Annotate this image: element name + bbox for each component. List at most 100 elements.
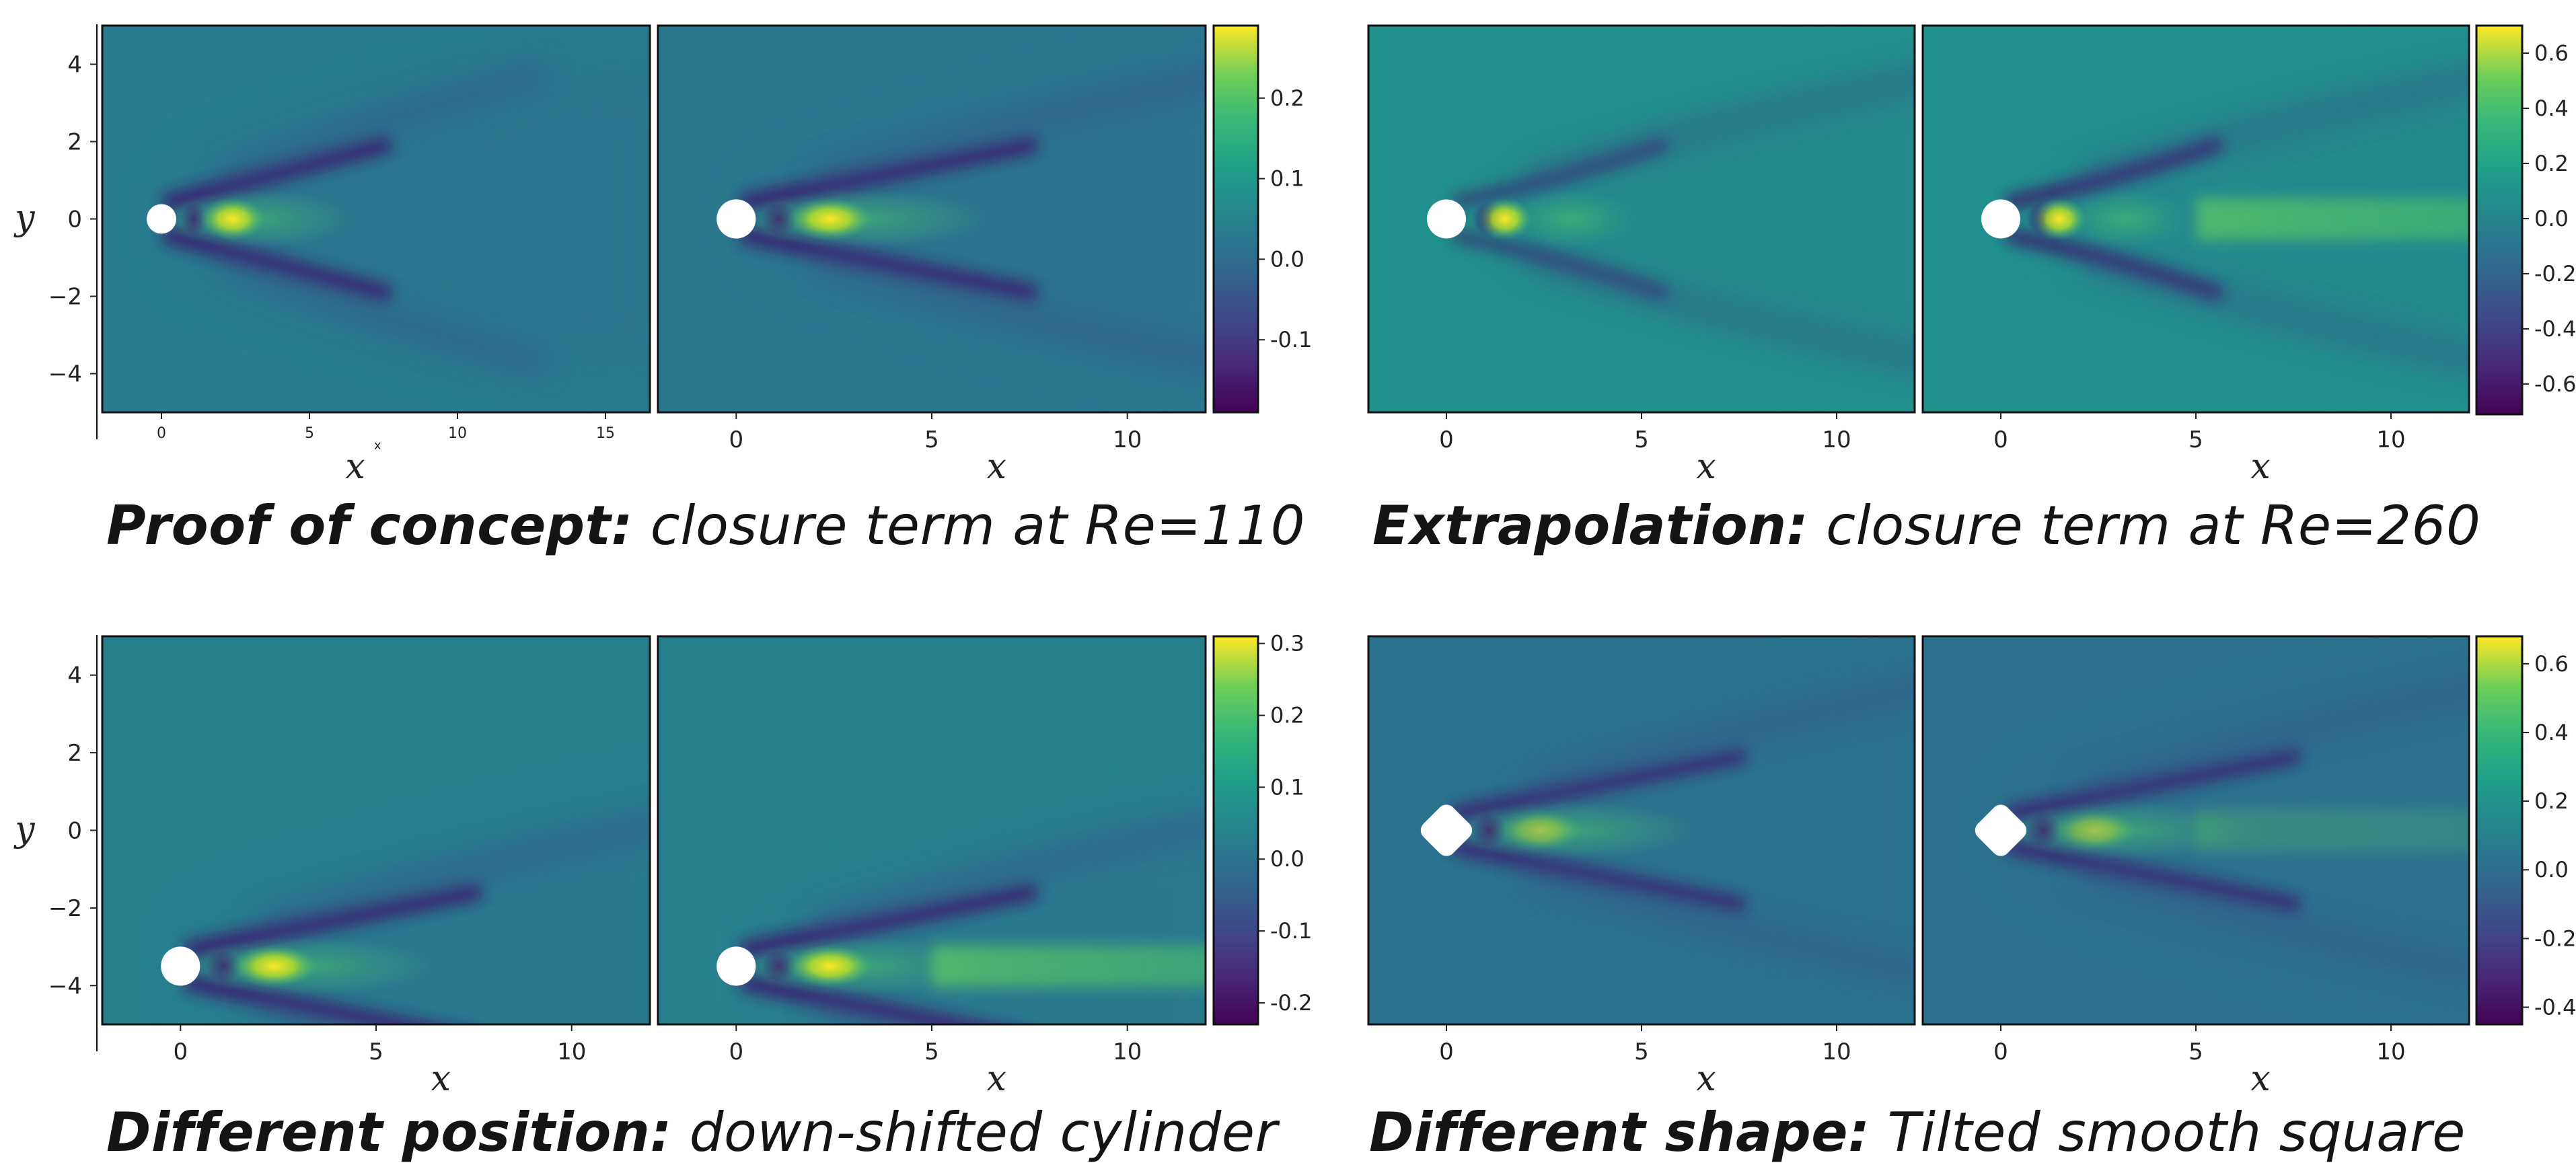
x-tick-label: 10	[1113, 426, 1142, 453]
caption-italic: closure term at Re=260	[1826, 494, 2481, 557]
colorbar-tick-label: 0.6	[2534, 651, 2569, 677]
colorbar-tick-label: -0.2	[1270, 990, 1312, 1016]
wake-glow	[1508, 190, 1634, 248]
heatmap-panel-1: 0 5 10 x	[1367, 24, 1916, 487]
colorbar: 0.6 0.4 0.2 0.0 -0.2 -0.4	[2475, 635, 2576, 1026]
shear-tail	[811, 816, 1206, 938]
shear-layer	[2005, 749, 2301, 821]
colorbar-tick-label: 0.3	[1270, 631, 1304, 656]
shear-tail	[1521, 680, 1915, 802]
heatmap-field	[102, 636, 650, 1024]
y-tick-label: 4	[67, 663, 82, 689]
shear-tail	[256, 995, 359, 1024]
x-tick-label: 10	[1822, 426, 1851, 453]
caption-italic: Tilted smooth square	[1887, 1101, 2466, 1164]
heatmap-field	[1923, 26, 2469, 412]
x-tick-label: 0	[1993, 426, 2008, 453]
x-tick-label: 0	[729, 1039, 743, 1065]
colorbar-tick-label: 0.2	[1270, 703, 1304, 728]
colorbar-tick-label: 0.0	[1270, 846, 1304, 872]
panel-frame	[101, 24, 651, 414]
shear-layer	[183, 975, 441, 1024]
shear-layer	[161, 137, 392, 211]
cylinder-obstacle	[716, 946, 756, 986]
colorbar-tick-label: 0.4	[2534, 96, 2569, 121]
heatmap-field	[658, 636, 1206, 1024]
downstream-streak	[2196, 808, 2469, 852]
colorbar-tick-label: 0.0	[1270, 246, 1304, 272]
shear-tail	[2075, 248, 2469, 369]
shear-layer	[739, 883, 1039, 958]
shear-tail	[2075, 680, 2469, 802]
x-tick-label: 5	[924, 426, 939, 453]
x-axis-label: x	[2250, 447, 2270, 487]
cylinder-obstacle	[161, 946, 200, 986]
colorbar-gradient	[2475, 24, 2524, 416]
colorbar-tick-label: -0.1	[1270, 918, 1312, 944]
heatmap-panel-2: 0 5 10 x	[657, 24, 1207, 487]
x-tick-label: 10	[2376, 426, 2405, 453]
wake-core	[1477, 197, 1533, 241]
shear-layer	[739, 227, 1039, 301]
caption-bold: Extrapolation:	[1372, 494, 1809, 557]
shear-layer	[739, 137, 1039, 211]
x-tick-label: 0	[729, 426, 743, 453]
caption-bold: Different shape:	[1369, 1101, 1870, 1164]
heatmap-field	[1368, 636, 1915, 1024]
colorbar-tick-label: 0.2	[2534, 788, 2569, 814]
colorbar-tick-label: -0.2	[2534, 261, 2576, 287]
caption-extrapolation: Extrapolation: closure term at Re=260	[1372, 494, 2480, 557]
x-tick-label: 0	[1439, 1039, 1454, 1065]
shear-tail	[217, 62, 549, 190]
heatmap-panel-1: 0 5 10 x	[1367, 635, 1916, 1099]
colorbar-tick-label: 0.1	[1270, 166, 1304, 192]
colorbar: 0.3 0.2 0.1 0.0 -0.1 -0.2	[1212, 631, 1312, 1026]
wake-core	[1497, 808, 1583, 852]
shear-layer	[2005, 840, 2301, 912]
colorbar-tick-label: -0.6	[2534, 371, 2576, 397]
heatmap-field	[1368, 26, 1915, 412]
shear-tail	[811, 69, 1206, 190]
x-tick-label: 0	[1439, 426, 1454, 453]
y-axis-label: y	[13, 198, 35, 239]
y-tick-label: 0	[67, 818, 82, 845]
y-axis-label: y	[13, 810, 35, 850]
x-axis-label: x	[345, 447, 365, 487]
shear-layer	[183, 883, 483, 958]
wake-core	[200, 197, 265, 241]
colorbar-tick-label: -0.2	[2534, 926, 2576, 951]
tilted-square-obstacle	[1420, 804, 1473, 856]
cylinder-obstacle	[1427, 199, 1466, 239]
shear-tail	[811, 248, 1206, 369]
wake-core	[786, 944, 873, 988]
shear-tail	[1521, 69, 1915, 190]
caption-italic: closure term at Re=110	[650, 494, 1306, 557]
x-tick-label: 0	[157, 425, 166, 442]
colorbar-gradient	[1212, 635, 1259, 1026]
wake-core	[786, 197, 873, 241]
x-tick-label: 5	[1634, 1039, 1649, 1065]
colorbar-tick-label: 0.0	[2534, 206, 2569, 231]
heatmap-panel-1: 0 5 10 15 xx 4 2 0 −2 −4 y	[13, 24, 651, 487]
wake-core	[2051, 808, 2137, 852]
colorbar-tick-label: 0.4	[2534, 720, 2569, 745]
caption-proof-of-concept: Proof of concept: closure term at Re=110	[106, 494, 1305, 557]
shear-tail	[2075, 69, 2469, 190]
y-tick-label: 2	[67, 740, 82, 767]
colorbar: 0.6 0.4 0.2 0.0 -0.2 -0.4 -0.6	[2475, 24, 2576, 416]
x-axis-label: x	[2250, 1059, 2270, 1099]
colorbar-tick-label: 0.0	[2534, 857, 2569, 882]
x-tick-label: 5	[2188, 1039, 2203, 1065]
shear-tail	[217, 248, 549, 376]
y-tick-label: 0	[67, 206, 82, 233]
shear-tail	[256, 816, 650, 938]
shear-tail	[1521, 248, 1915, 369]
colorbar-tick-label: 0.6	[2534, 40, 2569, 66]
chart-4: 0 5 10 x 0 5 10 x 0.6 0.4 0.2 0.0 -0.2 -0.4	[1367, 635, 2576, 1099]
colorbar-tick-label: 0.2	[1270, 85, 1304, 111]
x-tick-label: 0	[173, 1039, 188, 1065]
x-axis-label: x	[1696, 1059, 1716, 1099]
x-tick-label: 5	[2188, 426, 2203, 453]
